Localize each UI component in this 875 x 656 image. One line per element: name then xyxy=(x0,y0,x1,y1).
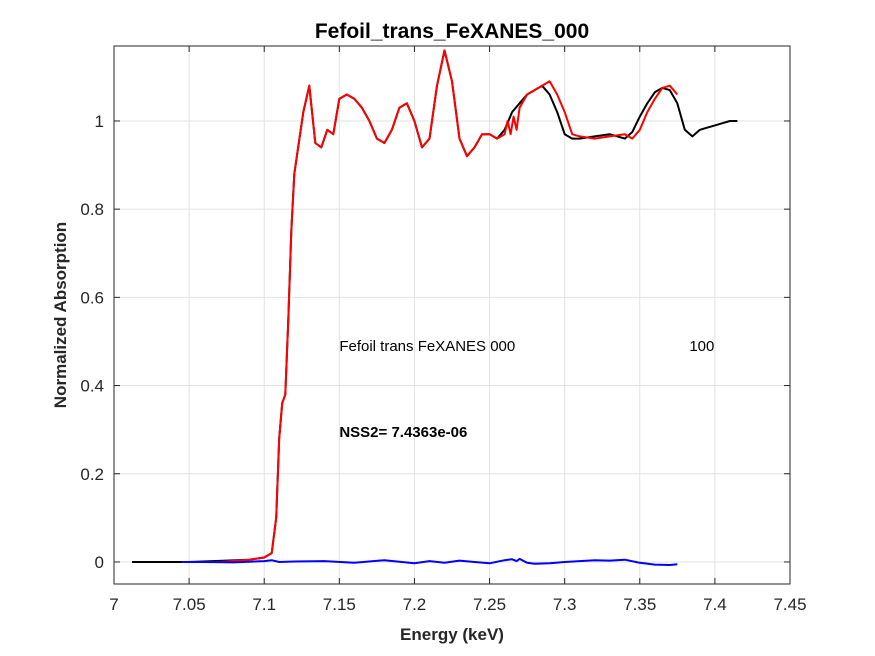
y-tick-label: 0 xyxy=(95,553,104,572)
x-tick-label: 7.3 xyxy=(553,595,577,614)
y-axis-label: Normalized Absorption xyxy=(51,222,70,408)
y-tick-label: 0.2 xyxy=(80,465,104,484)
y-tick-label: 0.8 xyxy=(80,200,104,219)
x-tick-label: 7.1 xyxy=(252,595,276,614)
series-line-2 xyxy=(181,49,679,563)
chart-title: Fefoil_trans_FeXANES_000 xyxy=(315,20,589,43)
tick-marks xyxy=(113,46,791,584)
y-tick-label: 1 xyxy=(95,112,104,131)
x-tick-label: 7.45 xyxy=(773,595,806,614)
series-layer xyxy=(132,49,738,566)
annotation-text: Fefoil trans FeXANES 000 xyxy=(339,338,515,355)
x-tick-label: 7.2 xyxy=(403,595,427,614)
x-tick-label: 7.35 xyxy=(623,595,656,614)
plot-frame xyxy=(113,45,791,585)
x-tick-label: 7 xyxy=(109,595,118,614)
y-tick-label: 0.4 xyxy=(80,377,104,396)
y-tick-labels: 0 0.2 0.4 0.6 0.8 1 xyxy=(80,112,104,572)
annotation-text: NSS2= 7.4363e-06 xyxy=(339,424,467,441)
x-tick-label: 7.4 xyxy=(703,595,727,614)
plot-area xyxy=(114,46,790,584)
series-line-3 xyxy=(181,557,678,566)
annotation-text: 100 xyxy=(689,338,714,355)
x-tick-labels: 7 7.05 7.1 7.15 7.2 7.25 7.3 7.35 7.4 7.45 xyxy=(109,595,806,614)
x-tick-label: 7.05 xyxy=(173,595,206,614)
x-tick-label: 7.25 xyxy=(473,595,506,614)
annotations: Fefoil trans FeXANES 000 100 NSS2= 7.4363e… xyxy=(339,338,714,441)
x-axis-label: Energy (keV) xyxy=(400,625,504,644)
x-tick-label: 7.15 xyxy=(323,595,356,614)
y-tick-label: 0.6 xyxy=(80,288,104,307)
